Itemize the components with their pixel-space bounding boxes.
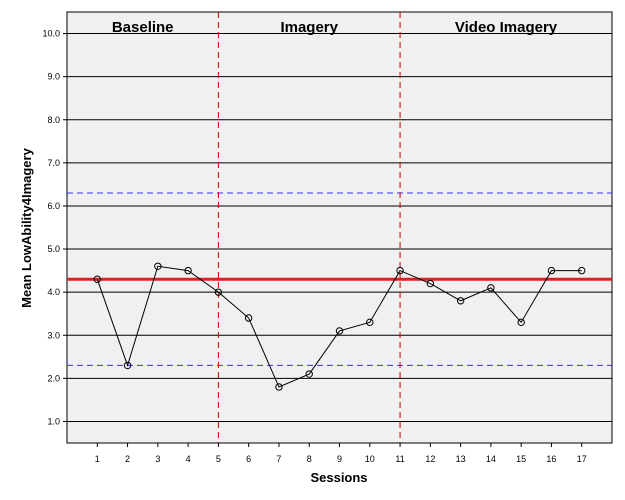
data-point [275,383,283,391]
x-tick-label: 5 [216,454,221,464]
data-point [456,297,465,305]
data-point [487,284,495,292]
gridlines [67,33,612,422]
phase-label: Video Imagery [455,19,558,36]
y-axis-title: Mean LowAbility4Imagery [19,147,34,307]
x-tick-label: 8 [307,454,312,464]
data-point [547,266,556,275]
data-point [396,266,404,275]
x-tick-label: 3 [155,454,160,464]
y-tick-label: 6.0 [47,201,60,211]
x-tick-label: 9 [337,454,342,464]
data-point [366,318,374,327]
phase-labels: Baseline Imagery Video Imagery [112,19,558,36]
x-tick-label: 11 [395,454,404,464]
data-point [244,314,253,322]
x-axis-title: Sessions [310,470,367,485]
y-tick-label: 9.0 [47,72,60,82]
x-tick-label: 14 [486,454,496,464]
phase-label: Imagery [280,19,338,36]
data-point [578,266,586,275]
y-tick-label: 3.0 [47,330,60,340]
x-tick-label: 4 [186,454,191,464]
data-point [426,279,435,288]
y-tick-label: 10.0 [42,29,60,39]
series-line [96,265,582,388]
x-tick-label: 7 [276,454,281,464]
x-tick-label: 2 [125,454,130,464]
data-point [184,266,192,275]
data-point [517,318,525,327]
y-tick-label: 7.0 [47,158,60,168]
x-tick-label: 10 [365,454,375,464]
y-tick-label: 2.0 [47,373,60,383]
x-tick-label: 13 [456,454,466,464]
data-point [154,262,162,270]
x-tick-label: 12 [425,454,435,464]
x-tick-label: 6 [246,454,251,464]
y-tick-label: 8.0 [47,115,60,125]
plot-area [66,11,613,444]
x-tick-label: 16 [546,454,556,464]
data-point [123,361,132,370]
data-point [93,275,101,283]
phase-label: Baseline [112,19,174,36]
data-point [214,288,223,296]
y-tick-label: 1.0 [47,416,60,426]
x-tick-label: 1 [95,454,100,464]
data-point [305,370,313,378]
x-tick-label: 15 [516,454,526,464]
data-point [335,327,344,335]
axis-ticks: 1.02.03.04.05.06.07.08.09.010.01 2 3 4 5 6 7 8 9… [42,29,586,464]
data-series [93,262,586,391]
reference-lines [67,12,612,443]
y-tick-label: 4.0 [47,287,60,297]
x-tick-label: 17 [577,454,587,464]
y-tick-label: 5.0 [47,244,60,254]
